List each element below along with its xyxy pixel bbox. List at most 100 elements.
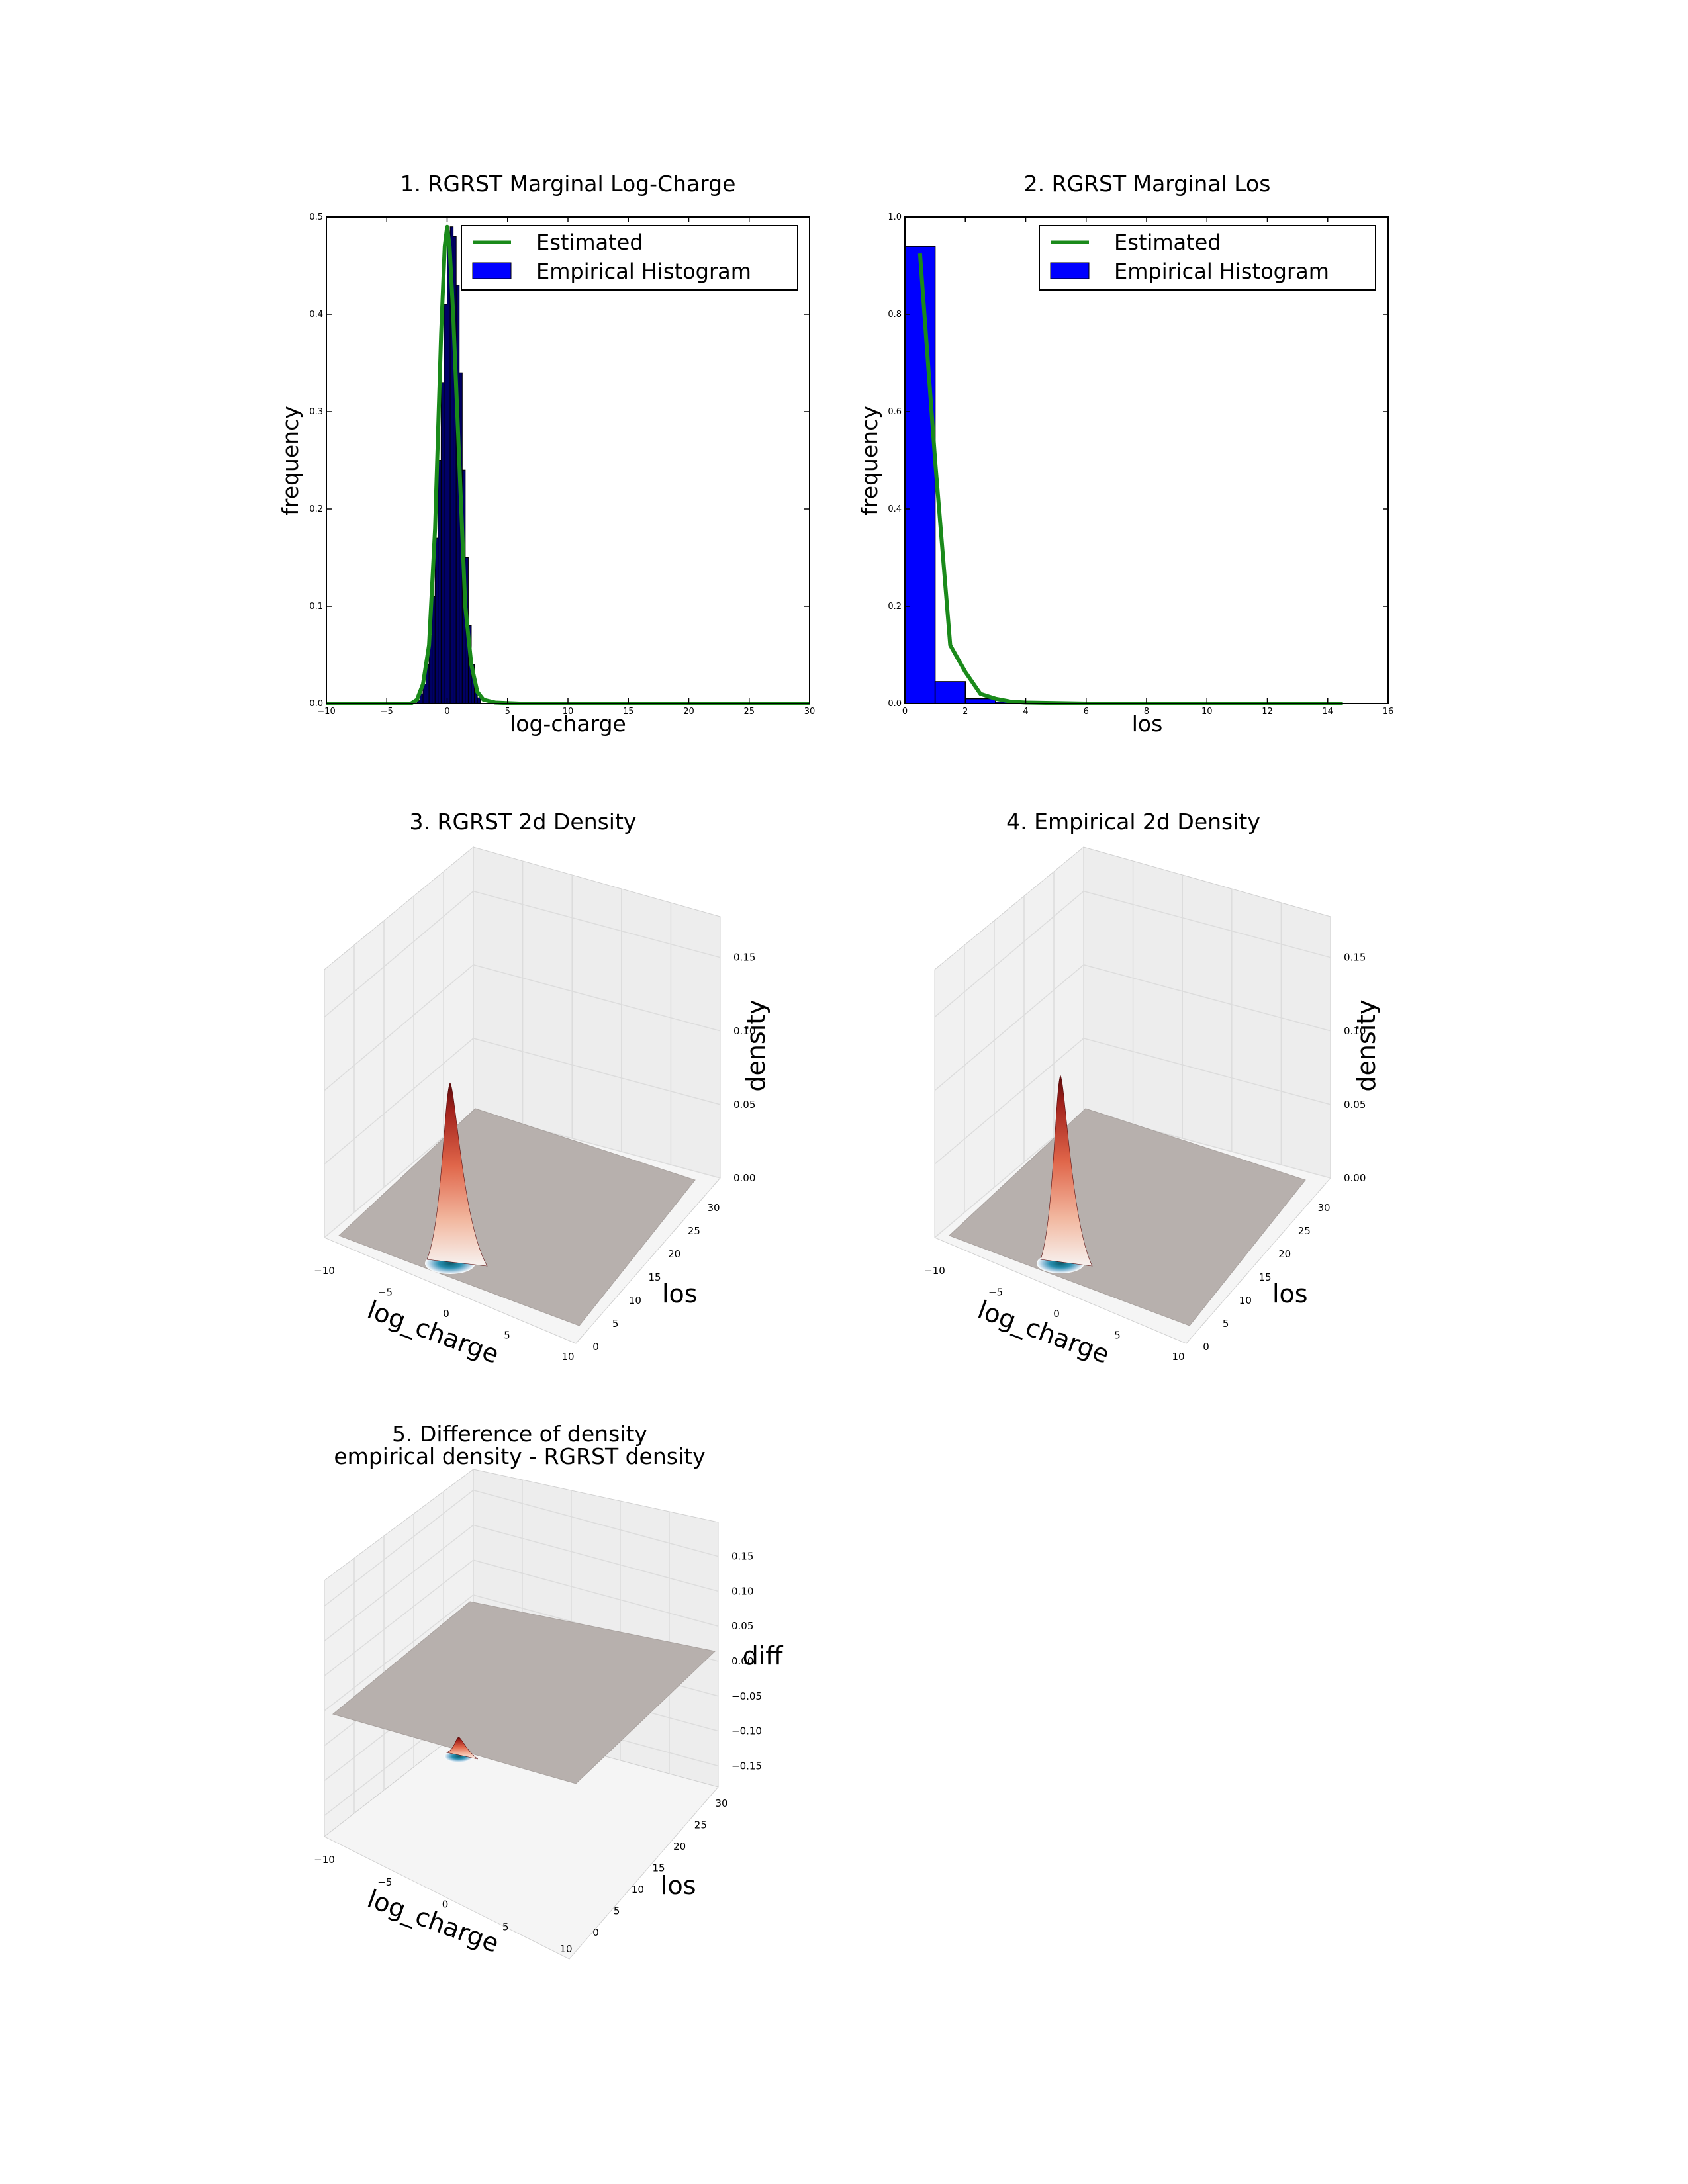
y-tick-label: 0.0 (888, 699, 902, 709)
panel-2-title: 2. RGRST Marginal Los (1024, 171, 1271, 197)
surface-peak (445, 1737, 478, 1760)
z-axis-label: diff (743, 1641, 784, 1670)
y-axis-label: los (662, 1279, 698, 1308)
surface-plane (949, 1108, 1306, 1326)
y-tick-label: 0.5 (309, 212, 323, 222)
x-tick-label: 10 (563, 707, 574, 717)
x-tick-label: 5 (1114, 1330, 1121, 1342)
z-tick-label: 0.15 (733, 952, 755, 964)
grid-line (324, 964, 474, 1091)
panel-2-x-ticks: 0 2 4 6 8 10 12 14 16 (902, 217, 1393, 717)
x-tick-label: 5 (502, 1921, 509, 1933)
z-tick-label: −0.10 (731, 1725, 762, 1737)
legend-histogram-label: Empirical Histogram (1114, 259, 1329, 284)
y-tick-label: 1.0 (888, 212, 902, 222)
z-tick-label: 0.10 (731, 1585, 753, 1597)
grid-line (473, 1524, 719, 1592)
histogram-bar (438, 460, 442, 704)
panel-1-x-ticks: −10 −5 0 5 10 15 20 25 30 (317, 217, 815, 717)
panel-1-title: 1. RGRST Marginal Log-Charge (400, 171, 736, 197)
panel-5-title: 5. Difference of density (392, 1421, 647, 1447)
x-tick-label: 10 (1172, 1351, 1184, 1363)
y-axis-label: los (661, 1871, 696, 1900)
y-tick-label: 20 (673, 1841, 686, 1852)
x-tick-label: −5 (988, 1287, 1003, 1298)
z-axis-label: density (741, 999, 771, 1091)
x-tick-label: 0 (1053, 1308, 1060, 1320)
x-tick-label: −10 (924, 1265, 945, 1277)
z-tick-label: 0.05 (733, 1099, 755, 1111)
x-tick-label: −10 (314, 1854, 335, 1866)
y-tick-label: 0.4 (309, 310, 323, 320)
panel-1-legend-box (461, 225, 798, 291)
panel-1-marginal-log-charge: 1. RGRST Marginal Log-Charge 0.00.10.20.… (277, 171, 815, 737)
panel-3-title: 3. RGRST 2d Density (410, 809, 637, 835)
floor-pane (324, 1720, 719, 1960)
x-tick-label: 4 (1023, 707, 1028, 717)
grid-line (324, 1490, 474, 1607)
y-tick-label: 15 (1258, 1271, 1271, 1283)
x-tick-label: 0 (443, 1308, 449, 1320)
y-tick-label: 10 (632, 1884, 644, 1895)
panel-1-x-label: log-charge (510, 711, 626, 737)
grid-line (473, 1559, 719, 1627)
panel-3-3d-axes: 0.00 0.05 0.10 0.15 −10 −5 0 5 10 0 5 10 15 20 25 30 log… (314, 846, 771, 1369)
z-tick-label: 0.05 (731, 1620, 753, 1632)
x-tick-label: 0 (902, 707, 908, 717)
y-tick-label: 0 (1203, 1341, 1209, 1353)
histogram-bar (904, 246, 936, 704)
z-tick-label: 0.10 (1344, 1025, 1366, 1037)
panel-2-legend: Estimated Empirical Histogram (1039, 225, 1376, 291)
y-tick-label: 25 (1298, 1225, 1311, 1237)
grid-line (324, 1524, 474, 1642)
surface-plane (332, 1601, 716, 1784)
panel-4-3d-axes: 0.00 0.05 0.10 0.15 −10 −5 0 5 10 0 5 10 15 20 25 30 log… (924, 846, 1381, 1369)
y-tick-label: 0.2 (309, 504, 323, 514)
x-tick-label: 15 (623, 707, 634, 717)
z-tick-label: 0.00 (1344, 1172, 1366, 1184)
histogram-bar (444, 304, 447, 704)
y-tick-label: 30 (1317, 1202, 1330, 1214)
grid-line (1083, 964, 1331, 1032)
y-tick-label: 0.3 (309, 407, 323, 417)
legend-histogram-swatch (472, 262, 512, 279)
z-tick-label: 0.15 (1344, 952, 1366, 964)
x-axis-label: log_charge (363, 1295, 502, 1369)
grid-line (1083, 890, 1331, 958)
panel-2-x-label: los (1132, 711, 1163, 737)
y-tick-label: 15 (648, 1271, 661, 1283)
x-tick-label: −5 (377, 1876, 392, 1888)
x-tick-label: 0 (442, 1899, 449, 1911)
x-tick-label: 30 (804, 707, 816, 717)
grid-line (324, 1594, 474, 1711)
grid-line (934, 1038, 1084, 1165)
legend-estimated-label: Estimated (536, 230, 643, 255)
y-tick-label: 20 (1278, 1248, 1291, 1260)
y-tick-label: 0.6 (888, 407, 902, 417)
y-tick-label: 10 (629, 1295, 641, 1306)
y-tick-label: 25 (694, 1819, 707, 1831)
x-tick-label: −5 (381, 707, 393, 717)
y-tick-label: 0 (592, 1927, 599, 1938)
x-tick-label: 12 (1262, 707, 1273, 717)
z-tick-label: 0.00 (733, 1172, 755, 1184)
surface-plane (338, 1108, 696, 1326)
y-tick-label: 0.4 (888, 504, 902, 514)
x-tick-label: 20 (683, 707, 694, 717)
histogram-bar (964, 698, 996, 704)
y-tick-label: 5 (612, 1318, 619, 1330)
grid-line (473, 964, 721, 1032)
y-tick-label: 30 (715, 1797, 727, 1809)
y-axis-label: los (1272, 1279, 1308, 1308)
histogram-bar (447, 246, 451, 704)
estimated-line (326, 224, 810, 705)
x-tick-label: 25 (743, 707, 755, 717)
y-tick-label: 10 (1239, 1295, 1252, 1306)
x-tick-label: 0 (444, 707, 449, 717)
panel-1-legend: Estimated Empirical Histogram (461, 225, 798, 291)
z-tick-label: 0.15 (731, 1551, 753, 1563)
z-tick-label: 0.00 (731, 1655, 753, 1667)
panel-5-subtitle: empirical density - RGRST density (334, 1443, 705, 1469)
surface-peak (426, 1082, 488, 1267)
